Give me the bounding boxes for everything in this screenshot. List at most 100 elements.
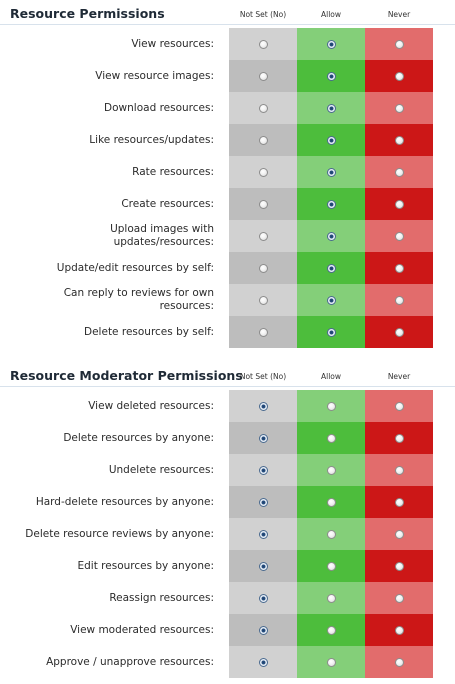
permission-cell-not-set[interactable] bbox=[229, 28, 297, 60]
radio-never[interactable] bbox=[394, 561, 404, 571]
permission-cell-not-set[interactable] bbox=[229, 156, 297, 188]
permission-cell-allow[interactable] bbox=[297, 422, 365, 454]
permission-cell-not-set[interactable] bbox=[229, 124, 297, 156]
permission-cell-allow[interactable] bbox=[297, 284, 365, 316]
permission-cell-allow[interactable] bbox=[297, 486, 365, 518]
permission-cell-never[interactable] bbox=[365, 550, 433, 582]
permission-cell-never[interactable] bbox=[365, 92, 433, 124]
radio-not-set[interactable] bbox=[258, 433, 268, 443]
radio-never[interactable] bbox=[394, 657, 404, 667]
permission-cell-not-set[interactable] bbox=[229, 486, 297, 518]
permission-cell-never[interactable] bbox=[365, 614, 433, 646]
permission-cell-allow[interactable] bbox=[297, 550, 365, 582]
radio-allow[interactable] bbox=[326, 561, 336, 571]
radio-never[interactable] bbox=[394, 497, 404, 507]
radio-never[interactable] bbox=[394, 593, 404, 603]
radio-never[interactable] bbox=[394, 263, 404, 273]
permission-cell-not-set[interactable] bbox=[229, 92, 297, 124]
radio-allow[interactable] bbox=[326, 167, 336, 177]
permission-cell-never[interactable] bbox=[365, 220, 433, 252]
radio-never[interactable] bbox=[394, 433, 404, 443]
radio-allow[interactable] bbox=[326, 135, 336, 145]
permission-cell-not-set[interactable] bbox=[229, 220, 297, 252]
permission-cell-never[interactable] bbox=[365, 28, 433, 60]
permission-cell-allow[interactable] bbox=[297, 188, 365, 220]
radio-allow[interactable] bbox=[326, 295, 336, 305]
permission-cell-allow[interactable] bbox=[297, 646, 365, 678]
radio-not-set[interactable] bbox=[258, 103, 268, 113]
radio-not-set[interactable] bbox=[258, 263, 268, 273]
permission-cell-not-set[interactable] bbox=[229, 316, 297, 348]
permission-cell-never[interactable] bbox=[365, 646, 433, 678]
permission-cell-allow[interactable] bbox=[297, 316, 365, 348]
permission-cell-never[interactable] bbox=[365, 124, 433, 156]
permission-cell-allow[interactable] bbox=[297, 28, 365, 60]
radio-never[interactable] bbox=[394, 71, 404, 81]
permission-cell-never[interactable] bbox=[365, 390, 433, 422]
permission-cell-allow[interactable] bbox=[297, 92, 365, 124]
radio-allow[interactable] bbox=[326, 497, 336, 507]
radio-allow[interactable] bbox=[326, 71, 336, 81]
permission-cell-allow[interactable] bbox=[297, 390, 365, 422]
radio-not-set[interactable] bbox=[258, 295, 268, 305]
permission-cell-not-set[interactable] bbox=[229, 188, 297, 220]
radio-allow[interactable] bbox=[326, 103, 336, 113]
permission-cell-never[interactable] bbox=[365, 156, 433, 188]
permission-cell-not-set[interactable] bbox=[229, 582, 297, 614]
radio-never[interactable] bbox=[394, 529, 404, 539]
permission-cell-allow[interactable] bbox=[297, 60, 365, 92]
permission-cell-not-set[interactable] bbox=[229, 550, 297, 582]
permission-cell-allow[interactable] bbox=[297, 252, 365, 284]
radio-allow[interactable] bbox=[326, 401, 336, 411]
radio-never[interactable] bbox=[394, 465, 404, 475]
permission-cell-never[interactable] bbox=[365, 316, 433, 348]
radio-not-set[interactable] bbox=[258, 199, 268, 209]
permission-cell-never[interactable] bbox=[365, 486, 433, 518]
radio-allow[interactable] bbox=[326, 433, 336, 443]
permission-cell-not-set[interactable] bbox=[229, 518, 297, 550]
radio-never[interactable] bbox=[394, 295, 404, 305]
radio-never[interactable] bbox=[394, 327, 404, 337]
permission-cell-allow[interactable] bbox=[297, 614, 365, 646]
permission-cell-never[interactable] bbox=[365, 60, 433, 92]
radio-never[interactable] bbox=[394, 625, 404, 635]
radio-allow[interactable] bbox=[326, 199, 336, 209]
radio-not-set[interactable] bbox=[258, 39, 268, 49]
permission-cell-not-set[interactable] bbox=[229, 422, 297, 454]
radio-never[interactable] bbox=[394, 199, 404, 209]
radio-not-set[interactable] bbox=[258, 625, 268, 635]
radio-allow[interactable] bbox=[326, 231, 336, 241]
permission-cell-never[interactable] bbox=[365, 188, 433, 220]
permission-cell-not-set[interactable] bbox=[229, 284, 297, 316]
radio-allow[interactable] bbox=[326, 327, 336, 337]
radio-never[interactable] bbox=[394, 167, 404, 177]
radio-not-set[interactable] bbox=[258, 401, 268, 411]
permission-cell-never[interactable] bbox=[365, 422, 433, 454]
radio-not-set[interactable] bbox=[258, 497, 268, 507]
permission-cell-allow[interactable] bbox=[297, 454, 365, 486]
radio-not-set[interactable] bbox=[258, 561, 268, 571]
permission-cell-never[interactable] bbox=[365, 582, 433, 614]
permission-cell-never[interactable] bbox=[365, 454, 433, 486]
permission-cell-not-set[interactable] bbox=[229, 614, 297, 646]
radio-not-set[interactable] bbox=[258, 465, 268, 475]
radio-allow[interactable] bbox=[326, 657, 336, 667]
permission-cell-not-set[interactable] bbox=[229, 390, 297, 422]
radio-allow[interactable] bbox=[326, 625, 336, 635]
radio-allow[interactable] bbox=[326, 263, 336, 273]
radio-not-set[interactable] bbox=[258, 167, 268, 177]
radio-never[interactable] bbox=[394, 135, 404, 145]
radio-allow[interactable] bbox=[326, 39, 336, 49]
radio-never[interactable] bbox=[394, 231, 404, 241]
permission-cell-not-set[interactable] bbox=[229, 454, 297, 486]
radio-allow[interactable] bbox=[326, 593, 336, 603]
permission-cell-never[interactable] bbox=[365, 518, 433, 550]
permission-cell-allow[interactable] bbox=[297, 124, 365, 156]
permission-cell-allow[interactable] bbox=[297, 582, 365, 614]
permission-cell-not-set[interactable] bbox=[229, 252, 297, 284]
radio-not-set[interactable] bbox=[258, 71, 268, 81]
radio-not-set[interactable] bbox=[258, 327, 268, 337]
permission-cell-not-set[interactable] bbox=[229, 60, 297, 92]
radio-never[interactable] bbox=[394, 103, 404, 113]
radio-not-set[interactable] bbox=[258, 231, 268, 241]
